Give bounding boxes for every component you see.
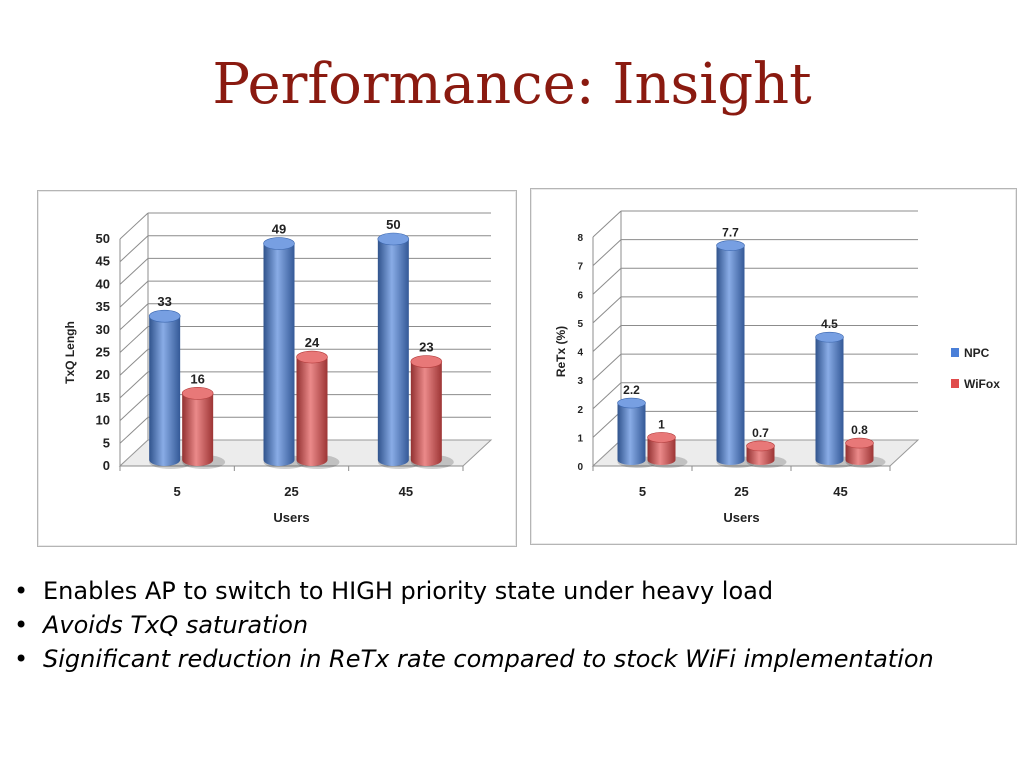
bar-series-0-45 [377, 232, 421, 469]
data-label: 1 [658, 417, 665, 431]
slide-title: Performance: Insight [212, 52, 812, 117]
data-label: 2.2 [623, 383, 640, 397]
y-tick-label: 20 [96, 367, 110, 382]
y-tick-label: 5 [103, 435, 110, 450]
y-tick-label: 3 [577, 376, 583, 387]
bar-series-0-25 [263, 237, 307, 469]
y-tick-label: 8 [577, 233, 583, 244]
bar-series-1-45 [410, 355, 454, 469]
bar-wifox-25 [746, 440, 787, 468]
bullet-list: Enables AP to switch to HIGH priority st… [14, 574, 1004, 676]
retx-chart-svg: 0123456782.2157.70.7254.50.845UsersReTx … [554, 210, 1000, 525]
y-tick-label: 30 [96, 322, 110, 337]
retx-chart: 0 1 2 3 4 5 6 7 8 2.2 1 5 7.7 0.7 25 4.5 0.8 45 Users ReTx … [530, 188, 1017, 545]
bullet-item: Enables AP to switch to HIGH priority st… [14, 574, 1004, 608]
x-category-label: 45 [399, 484, 413, 499]
data-label: 4.5 [821, 317, 838, 331]
y-tick-label: 4 [577, 348, 583, 359]
x-category-label: 25 [734, 484, 748, 499]
y-tick-label: 10 [96, 413, 110, 428]
y-tick-label: 0 [577, 462, 583, 473]
data-label: 49 [272, 222, 286, 237]
legend-label: WiFox [964, 377, 1000, 391]
data-label: 16 [190, 371, 204, 386]
data-label: 23 [419, 340, 433, 355]
x-category-label: 5 [174, 484, 181, 499]
x-category-label: 25 [284, 484, 298, 499]
data-label: 0.7 [752, 426, 769, 440]
y-axis-title: ReTx (%) [554, 326, 568, 377]
x-axis-title: Users [273, 510, 309, 525]
x-axis-title: Users [723, 510, 759, 525]
data-label: 7.7 [722, 226, 739, 240]
data-label: 24 [305, 335, 320, 350]
bar-wifox-5 [647, 432, 688, 468]
legend-label: NPC [964, 346, 990, 360]
y-tick-label: 5 [577, 319, 583, 330]
y-tick-label: 15 [96, 390, 110, 405]
data-label: 50 [386, 217, 400, 232]
x-category-label: 45 [833, 484, 847, 499]
y-tick-label: 40 [96, 276, 110, 291]
txq-length-chart-svg: 0 5 10 15 20 25 30 35 40 45 50 33 16 5 49 24 25 50 23 45 Use… [63, 212, 493, 525]
bar-series-1-25 [296, 350, 340, 469]
data-label: 33 [157, 294, 171, 309]
legend-swatch [951, 379, 959, 388]
bullet-item: Significant reduction in ReTx rate compa… [14, 642, 1004, 676]
y-tick-label: 35 [96, 299, 110, 314]
y-tick-label: 1 [577, 433, 583, 444]
y-tick-label: 2 [577, 405, 583, 416]
bar-series-1-5 [181, 387, 226, 469]
y-tick-label: 7 [577, 262, 583, 273]
bar-series-0-5 [148, 309, 193, 469]
x-category-label: 5 [639, 484, 646, 499]
y-tick-label: 50 [96, 231, 110, 246]
legend-swatch [951, 348, 959, 357]
y-tick-label: 45 [96, 254, 110, 269]
data-label: 0.8 [851, 423, 868, 437]
y-tick-label: 25 [96, 345, 110, 360]
y-axis-title: TxQ Lengh [63, 321, 77, 384]
bullet-item: Avoids TxQ saturation [14, 608, 1004, 642]
y-tick-label: 6 [577, 290, 583, 301]
bar-wifox-45 [845, 437, 886, 468]
txq-length-chart: 0 5 10 15 20 25 30 35 40 45 50 33 16 5 49 24 25 50 23 45 Use… [37, 190, 517, 547]
y-tick-label: 0 [103, 458, 110, 473]
